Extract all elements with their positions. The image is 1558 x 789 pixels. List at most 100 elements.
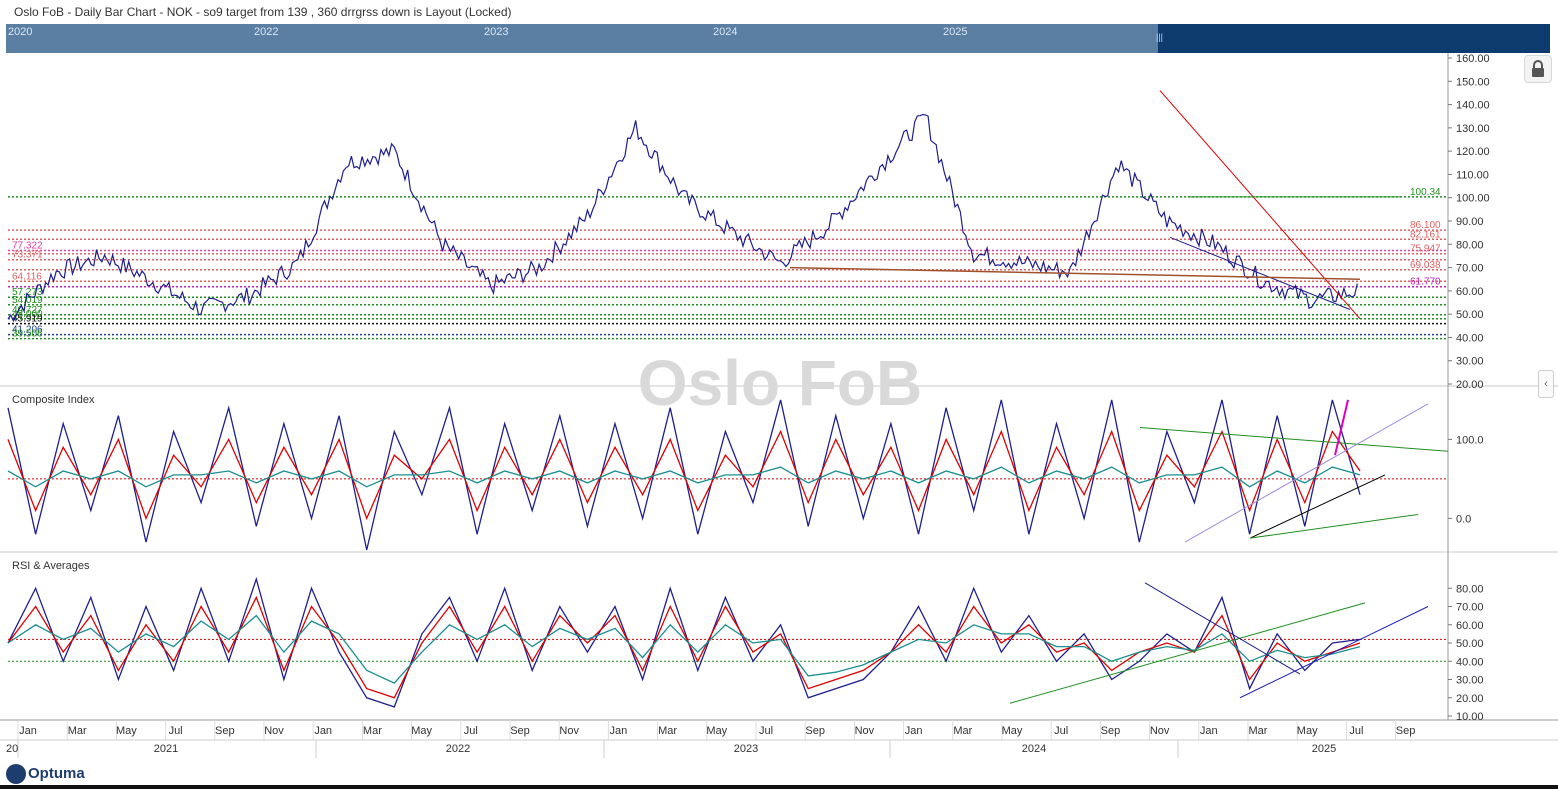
overview-year: 2024 [713, 26, 738, 38]
x-tick-label: Jan [19, 725, 37, 737]
level-label: 64.116 [12, 271, 42, 282]
x-year-label: 2023 [734, 743, 758, 755]
optuma-logo-icon [6, 764, 26, 784]
price-panel [8, 53, 1448, 383]
y-tick-label: 50.00 [1456, 309, 1484, 321]
x-year-label: 20 [6, 743, 18, 755]
y-tick-label: 100.00 [1456, 193, 1490, 205]
x-year-label: 2022 [446, 743, 470, 755]
trendline [1144, 582, 1301, 675]
x-year-label: 2021 [154, 743, 178, 755]
x-year-label: 2024 [1022, 743, 1046, 755]
rsi-series-line [7, 595, 1361, 699]
x-tick-label: May [1002, 725, 1023, 737]
watermark: Oslo FoB [638, 347, 922, 419]
x-tick-label: May [411, 725, 432, 737]
trendline [789, 266, 1361, 280]
y-tick-label: 110.00 [1456, 169, 1489, 181]
trendline [1249, 474, 1386, 539]
y-tick-label: 150.00 [1456, 76, 1490, 88]
composite-series-line [7, 466, 1361, 488]
trendline [1009, 602, 1366, 704]
x-tick-label: Mar [953, 725, 972, 737]
x-tick-label: Mar [68, 725, 87, 737]
level-label: 69.038 [1410, 260, 1441, 271]
x-tick-label: May [1297, 725, 1318, 737]
trendline [1139, 427, 1449, 452]
lock-icon[interactable] [1524, 55, 1552, 83]
overview-year: 2020 [8, 26, 33, 38]
level-label: 39.506 [12, 329, 43, 340]
price-series-line [7, 113, 1358, 323]
y-tick-label: 130.00 [1456, 123, 1490, 135]
x-tick-label: Mar [1249, 725, 1268, 737]
level-label: 49.727 [12, 305, 43, 316]
x-tick-label: Sep [805, 725, 825, 737]
x-tick-label: May [706, 725, 727, 737]
overview-year: 2023 [484, 26, 509, 38]
y-tick-label: 120.00 [1456, 146, 1490, 158]
x-tick-label: Jul [1349, 725, 1363, 737]
y-tick-label: 80.00 [1456, 583, 1484, 595]
x-tick-label: Jan [905, 725, 923, 737]
y-tick-label: 40.00 [1456, 656, 1484, 668]
overview-year: 2025 [943, 26, 968, 38]
x-tick-label: Jan [610, 725, 628, 737]
x-tick-label: Sep [510, 725, 530, 737]
x-tick-label: Jan [1200, 725, 1218, 737]
trendline [1159, 90, 1361, 320]
x-tick-label: Nov [1150, 725, 1170, 737]
x-tick-label: Jan [314, 725, 332, 737]
level-label: 77.322 [12, 241, 43, 252]
overview-drag-handle[interactable]: ||| [1156, 32, 1164, 42]
x-tick-label: Jul [169, 725, 183, 737]
rsi-series-line [7, 614, 1361, 684]
x-tick-label: Sep [215, 725, 235, 737]
level-label: 100.34 [1410, 187, 1441, 198]
composite-panel-title: Composite Index [12, 394, 95, 406]
y-tick-label: 30.00 [1456, 356, 1484, 368]
trendline [1239, 606, 1429, 699]
y-tick-label: 30.00 [1456, 675, 1484, 687]
trendline [1249, 513, 1419, 539]
composite-series-line [7, 429, 1361, 521]
x-tick-label: Sep [1396, 725, 1416, 737]
level-label: 45.919 [12, 314, 43, 325]
x-tick-label: Nov [559, 725, 579, 737]
chevron-left-icon[interactable]: ‹ [1538, 370, 1554, 398]
y-tick-label: 90.00 [1456, 216, 1484, 228]
x-tick-label: May [116, 725, 137, 737]
x-tick-label: Jul [759, 725, 773, 737]
brand-name: Optuma [28, 764, 85, 782]
level-label: 41.206 [12, 325, 43, 336]
x-tick-label: Mar [363, 725, 382, 737]
y-tick-label: 50.00 [1456, 638, 1484, 650]
y-tick-label: 160.00 [1456, 53, 1490, 65]
trendline [1169, 236, 1351, 310]
y-tick-label: 80.00 [1456, 239, 1484, 251]
bottom-border [0, 785, 1558, 789]
trendline [1184, 403, 1429, 543]
x-tick-label: Nov [855, 725, 875, 737]
overview-year: 2022 [254, 26, 279, 38]
composite-series-line [7, 399, 1361, 551]
level-label: 57.273 [12, 287, 43, 298]
x-tick-label: Jul [464, 725, 478, 737]
overview-window[interactable] [1158, 24, 1550, 53]
level-label: 48.000 [12, 309, 43, 320]
level-label: 75.947 [1410, 244, 1441, 255]
level-label: 54.019 [12, 295, 43, 306]
x-tick-label: Nov [264, 725, 284, 737]
y-tick-label: 60.00 [1456, 620, 1484, 632]
x-tick-label: Sep [1101, 725, 1121, 737]
y-tick-label: 0.0 [1456, 513, 1471, 525]
y-tick-label: 20.00 [1456, 379, 1484, 391]
x-year-label: 2025 [1312, 743, 1336, 755]
overview-navigator[interactable]: 2020 2022 2023 2024 2025 ||| [6, 24, 1550, 53]
level-label: 82.161 [1410, 229, 1441, 240]
y-tick-label: 70.00 [1456, 602, 1484, 614]
rsi-series-line [7, 576, 1361, 708]
y-tick-label: 10.00 [1456, 711, 1484, 723]
brand-logo: Optuma [6, 764, 85, 786]
